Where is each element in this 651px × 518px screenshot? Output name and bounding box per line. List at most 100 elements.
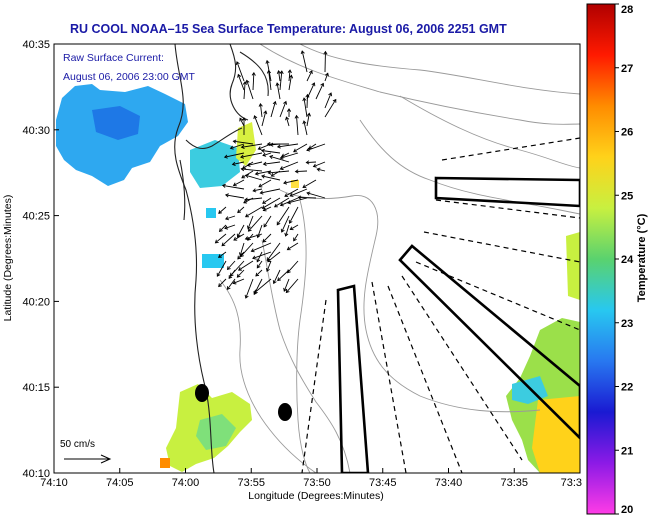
x-tick-label: 74:00 bbox=[172, 477, 200, 489]
current-vector bbox=[240, 143, 263, 149]
current-vector bbox=[302, 179, 317, 189]
current-vector bbox=[306, 112, 311, 127]
colorbar-tick-label: 25 bbox=[621, 190, 633, 202]
current-vector bbox=[267, 170, 290, 175]
current-vector bbox=[231, 161, 245, 166]
current-vector bbox=[253, 115, 263, 136]
current-vector bbox=[256, 260, 263, 269]
current-vector bbox=[224, 215, 236, 221]
current-vector bbox=[312, 161, 326, 168]
current-vector bbox=[285, 116, 290, 127]
current-vector bbox=[261, 110, 268, 127]
colorbar-tick-label: 26 bbox=[621, 127, 633, 139]
study-boxes bbox=[336, 176, 580, 473]
colorbar-gradient bbox=[586, 3, 616, 515]
current-vector bbox=[283, 278, 290, 292]
current-vector bbox=[266, 141, 290, 147]
current-vector bbox=[240, 167, 263, 172]
current-vector bbox=[226, 260, 236, 271]
current-vector bbox=[297, 195, 317, 200]
sst-pixel-4 bbox=[160, 458, 170, 468]
current-vector bbox=[266, 242, 281, 262]
current-vector bbox=[293, 143, 308, 153]
current-vector bbox=[244, 206, 263, 218]
sst-patch-north-east bbox=[190, 140, 240, 188]
annotation-line-2: August 06, 2006 23:00 GMT bbox=[63, 71, 196, 83]
y-tick-label: 40:30 bbox=[22, 125, 50, 137]
current-vectors bbox=[214, 50, 337, 299]
current-vector bbox=[250, 242, 272, 253]
current-vector bbox=[244, 173, 263, 181]
x-tick-label: 73:3 bbox=[561, 477, 582, 489]
current-vector bbox=[276, 143, 299, 149]
current-vector bbox=[261, 174, 281, 181]
current-vector bbox=[244, 278, 254, 299]
y-tick-label: 40:10 bbox=[22, 468, 50, 480]
sst-patch-east-strip bbox=[566, 232, 580, 300]
current-vector bbox=[277, 269, 290, 282]
current-vector bbox=[247, 215, 263, 232]
sst-patches bbox=[56, 84, 580, 473]
current-vector bbox=[283, 179, 299, 185]
current-vector bbox=[279, 161, 299, 171]
x-tick-label: 73:35 bbox=[500, 477, 528, 489]
current-vector bbox=[261, 197, 281, 209]
current-vector bbox=[226, 278, 236, 291]
current-vector bbox=[241, 117, 247, 136]
current-vector bbox=[289, 188, 308, 197]
current-vector bbox=[221, 233, 236, 247]
current-vector bbox=[240, 242, 254, 258]
current-vector bbox=[232, 139, 254, 145]
sst-pixel-1 bbox=[206, 208, 216, 218]
current-vector bbox=[218, 224, 227, 232]
colorbar-tick-label: 24 bbox=[621, 254, 634, 266]
current-vector bbox=[316, 167, 326, 172]
current-vector bbox=[259, 188, 281, 195]
sst-pixel-3 bbox=[291, 180, 299, 188]
current-vector bbox=[286, 242, 299, 251]
current-vector bbox=[252, 188, 263, 193]
study-box-south bbox=[336, 284, 370, 473]
current-vector bbox=[229, 260, 245, 277]
current-vector bbox=[267, 251, 281, 263]
current-vector bbox=[287, 69, 292, 82]
current-vector bbox=[217, 251, 227, 258]
current-vector bbox=[276, 206, 290, 226]
current-vector bbox=[236, 224, 245, 238]
colorbar-ticks: 28 27 26 25 24 23 22 21 20 bbox=[615, 3, 634, 516]
sst-patch-south-east-warm bbox=[532, 396, 580, 473]
current-vector bbox=[246, 161, 263, 167]
sst-patch-south-west-cool bbox=[196, 414, 236, 450]
study-box-diagonal bbox=[398, 244, 580, 440]
current-vector bbox=[262, 152, 272, 157]
current-vector bbox=[224, 193, 245, 199]
sst-patch-north-core bbox=[92, 106, 140, 140]
figure-title: RU COOL NOAA–15 Sea Surface Temperature:… bbox=[70, 22, 507, 36]
scale-label: 50 cm/s bbox=[60, 439, 95, 450]
x-tick-label: 74:10 bbox=[40, 477, 68, 489]
current-vector bbox=[229, 143, 245, 150]
current-vector bbox=[262, 233, 272, 243]
current-vector bbox=[294, 114, 299, 136]
current-vector bbox=[306, 70, 313, 82]
current-vector bbox=[273, 197, 290, 208]
x-tick-label: 73:55 bbox=[237, 477, 265, 489]
current-vector bbox=[258, 179, 272, 188]
current-vector bbox=[323, 50, 328, 73]
map-plot-area: 50 cm/s Raw Surface Current: August 06, … bbox=[54, 44, 580, 473]
site-marker-1 bbox=[195, 384, 209, 402]
current-vector bbox=[306, 191, 326, 199]
current-vector bbox=[218, 278, 227, 288]
current-vector bbox=[224, 224, 236, 230]
colorbar-tick-label: 28 bbox=[621, 4, 633, 16]
current-vector bbox=[270, 100, 277, 118]
colorbar-label: Temperature (°C) bbox=[636, 213, 648, 302]
current-vector bbox=[288, 74, 294, 91]
current-vector bbox=[324, 98, 337, 118]
current-vector bbox=[300, 50, 308, 73]
current-vector bbox=[286, 260, 299, 274]
current-vector bbox=[223, 152, 245, 159]
colorbar-tick-label: 27 bbox=[621, 63, 633, 75]
current-vector bbox=[289, 224, 299, 231]
